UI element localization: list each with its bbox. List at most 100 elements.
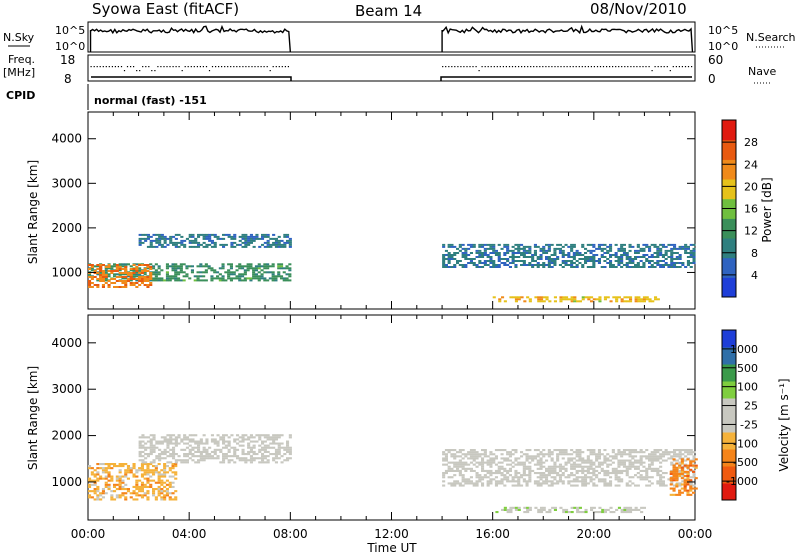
- echo-cell: [601, 511, 605, 514]
- echo-cell: [558, 451, 562, 454]
- echo-cell: [185, 267, 189, 270]
- echo-cell: [539, 465, 543, 468]
- echo-cell: [486, 455, 490, 458]
- freq-point: [275, 66, 277, 68]
- echo-cell: [274, 438, 278, 441]
- freq-point: [596, 66, 599, 68]
- echo-cell: [138, 269, 142, 272]
- echo-cell: [542, 508, 546, 511]
- echo-cell: [132, 498, 136, 501]
- echo-cell: [126, 477, 130, 480]
- echo-cell: [645, 243, 649, 246]
- echo-cell: [486, 482, 490, 485]
- echo-cell: [204, 279, 208, 282]
- echo-cell: [684, 449, 688, 452]
- echo-cell: [562, 511, 566, 514]
- echo-cell: [517, 260, 521, 262]
- echo-cell: [461, 480, 465, 483]
- echo-cell: [107, 473, 111, 476]
- echo-cell: [165, 488, 169, 491]
- echo-cell: [642, 296, 646, 299]
- echo-cell: [559, 300, 563, 303]
- echo-cell: [483, 243, 487, 246]
- echo-cell: [584, 262, 588, 264]
- echo-cell: [135, 268, 139, 270]
- echo-cell: [257, 275, 261, 278]
- echo-cell: [614, 472, 618, 475]
- echo-cell: [653, 457, 657, 460]
- echo-cell: [177, 233, 181, 236]
- echo-cell: [506, 264, 510, 266]
- echo-cell: [629, 508, 633, 511]
- freq-point: [178, 66, 180, 68]
- echo-cell: [442, 264, 446, 266]
- echo-cell: [283, 241, 287, 244]
- echo-cell: [620, 480, 624, 483]
- echo-cell: [584, 465, 588, 468]
- power-x-ticks: [87, 112, 696, 309]
- echo-cell: [609, 245, 613, 248]
- echo-cell: [531, 260, 535, 262]
- echo-cell: [514, 480, 518, 483]
- echo-cell: [255, 457, 259, 460]
- echo-cell: [475, 252, 479, 254]
- echo-cell: [261, 243, 265, 246]
- echo-cell: [528, 461, 532, 464]
- echo-cell: [548, 511, 552, 514]
- echo-cell: [481, 478, 485, 481]
- echo-cell: [174, 241, 178, 244]
- echo-cell: [138, 446, 142, 449]
- echo-cell: [606, 482, 610, 485]
- echo-cell: [165, 483, 169, 486]
- echo-cell: [500, 449, 504, 452]
- echo-cell: [656, 298, 660, 301]
- echo-cell: [572, 465, 576, 468]
- echo-cell: [514, 459, 518, 462]
- freq-point: [281, 66, 283, 68]
- freq-point: [126, 66, 129, 68]
- echo-cell: [458, 245, 462, 248]
- echo-cell: [183, 245, 187, 248]
- echo-cell: [675, 252, 679, 254]
- echo-cell: [160, 269, 164, 272]
- echo-cell: [249, 235, 253, 238]
- freq-point: [172, 66, 174, 68]
- echo-cell: [96, 477, 100, 480]
- echo-cell: [160, 488, 164, 491]
- echo-cell: [545, 264, 549, 266]
- echo-cell: [247, 446, 251, 449]
- echo-cell: [597, 258, 601, 260]
- echo-cell: [149, 440, 153, 443]
- echo-cell: [472, 264, 476, 266]
- echo-cell: [648, 249, 652, 252]
- echo-cell: [174, 273, 178, 276]
- echo-cell: [210, 277, 214, 280]
- echo-cell: [160, 498, 164, 501]
- freq-point: [160, 66, 162, 68]
- echo-cell: [121, 475, 125, 478]
- echo-cell: [456, 467, 460, 470]
- colorbar-segment: [722, 159, 736, 180]
- echo-cell: [255, 235, 259, 238]
- echo-cell: [453, 254, 457, 256]
- freq-point: [193, 66, 195, 68]
- echo-cell: [286, 235, 290, 238]
- echo-cell: [517, 296, 521, 299]
- echo-cell: [575, 480, 579, 483]
- echo-cell: [672, 487, 676, 490]
- echo-cell: [478, 463, 482, 466]
- echo-cell: [163, 448, 167, 451]
- echo-cell: [603, 298, 607, 301]
- echo-cell: [545, 474, 549, 477]
- echo-cell: [486, 463, 490, 466]
- echo-cell: [573, 506, 577, 509]
- echo-cell: [260, 277, 264, 280]
- echo-cell: [642, 476, 646, 479]
- echo-cell: [617, 478, 621, 481]
- echo-cell: [230, 455, 234, 458]
- echo-cell: [475, 472, 479, 475]
- freq-panel: Freq. [MHz] 18 8 60 0 Nave: [3, 53, 776, 86]
- echo-cell: [261, 453, 265, 456]
- echo-cell: [442, 459, 446, 462]
- echo-cell: [280, 239, 284, 242]
